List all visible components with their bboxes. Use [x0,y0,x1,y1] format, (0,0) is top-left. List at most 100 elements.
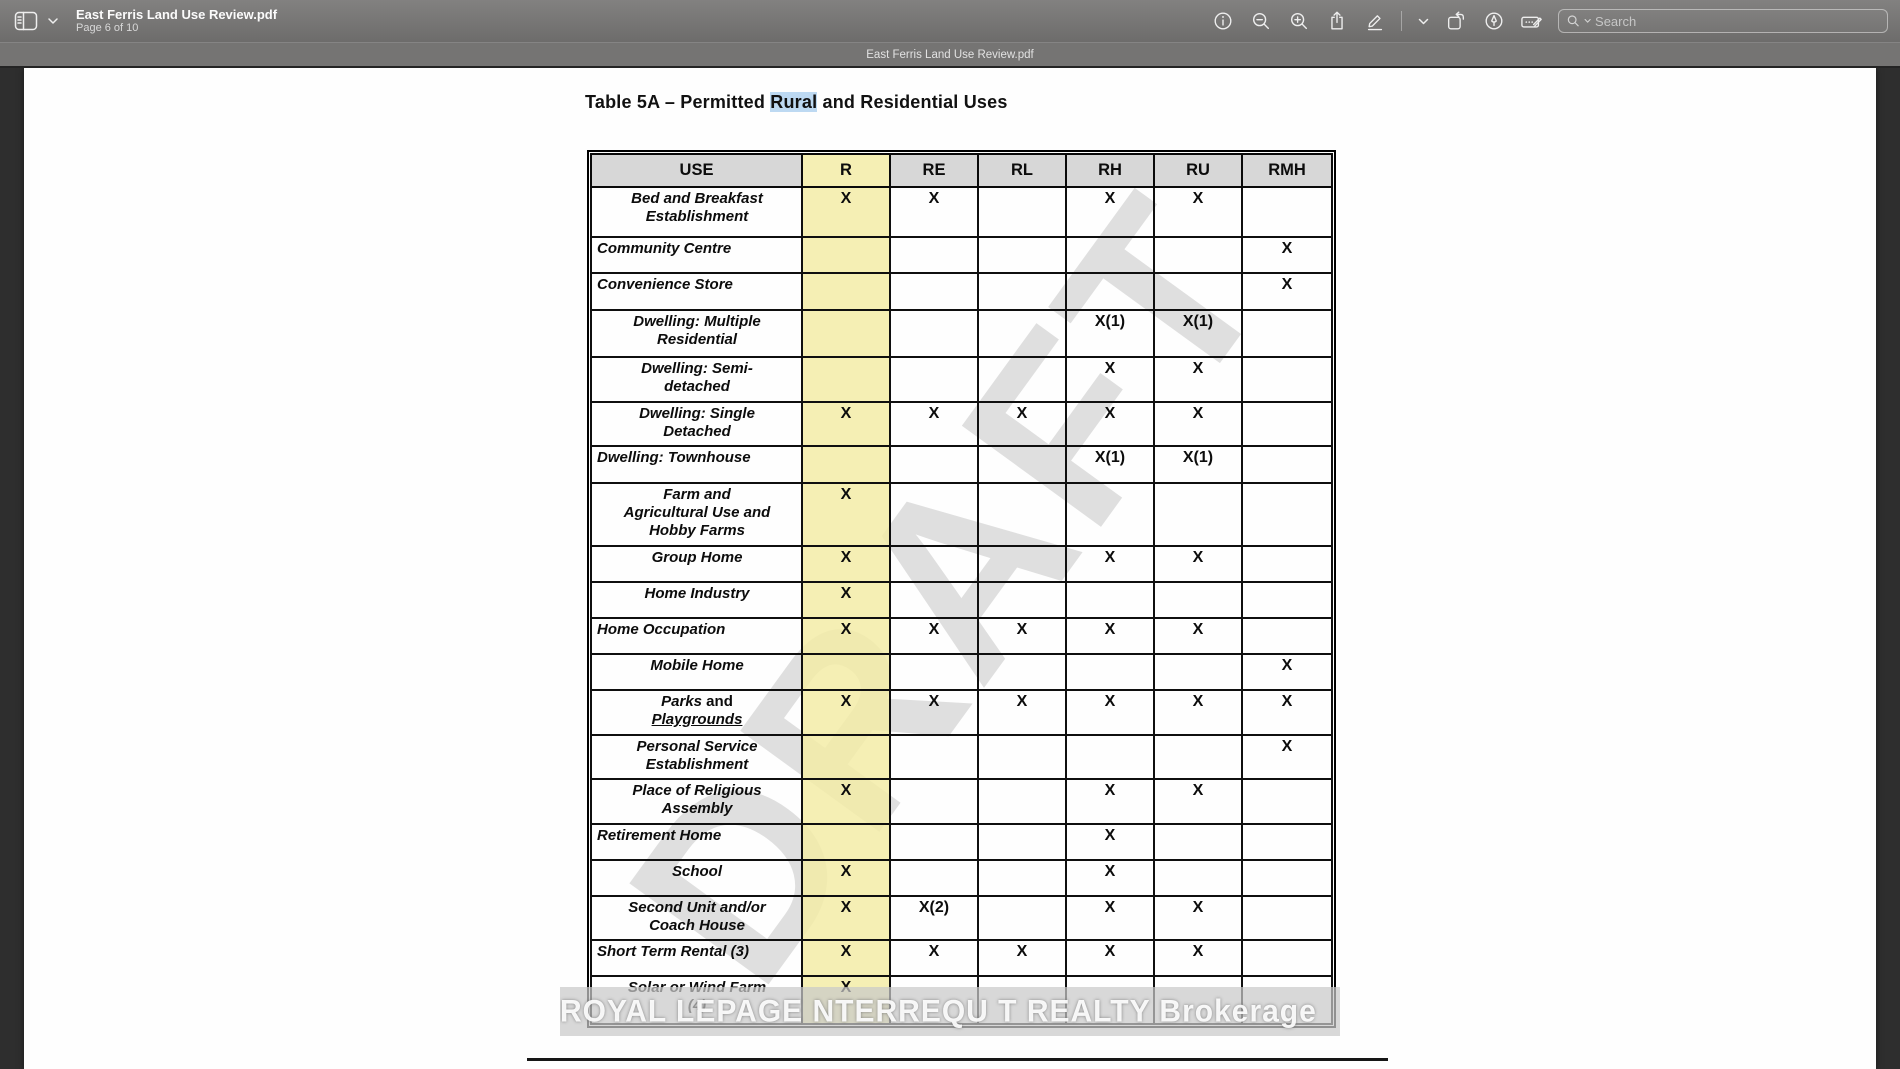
permission-cell-rh: X(1) [1065,445,1155,484]
permission-cell-rl [977,895,1067,941]
rotate-icon [1447,11,1465,30]
permission-cell-r: X [801,581,891,619]
table-row: Parks and Playgrounds X X X X X X [590,689,1333,736]
search-input[interactable] [1595,13,1879,29]
pdf-viewport[interactable]: DRAFT Table 5A – Permitted Rural and Res… [0,68,1900,1069]
permission-cell-r [801,309,891,358]
permission-cell-re [889,823,979,861]
permission-cell-rmh: X [1241,734,1333,780]
permission-cell-r: X [801,895,891,941]
filename-bar: East Ferris Land Use Review.pdf [0,42,1900,68]
chevron-down-icon [48,18,58,24]
table-row: Place of Religious Assembly X X X [590,778,1333,825]
filename-bar-label: East Ferris Land Use Review.pdf [866,48,1034,61]
zoom-in-icon [1290,12,1308,30]
permission-cell-rmh: X [1241,236,1333,274]
use-cell: Dwelling: Multiple Residential [590,309,803,358]
permission-cell-r: X [801,186,891,238]
sidebar-dropdown-button[interactable] [47,9,59,33]
use-cell: Parks and Playgrounds [590,689,803,736]
permission-cell-rl [977,272,1067,311]
highlight-button[interactable] [1482,9,1506,33]
permission-cell-r [801,734,891,780]
permission-cell-ru: X [1153,401,1243,447]
permission-cell-rl [977,778,1067,825]
page-indicator: Page 6 of 10 [76,22,139,34]
permission-cell-rmh [1241,859,1333,897]
pdf-page: DRAFT Table 5A – Permitted Rural and Res… [24,68,1876,1069]
search-icon [1567,15,1579,27]
use-cell: School [590,859,803,897]
share-button[interactable] [1325,9,1349,33]
permission-cell-rl: X [977,689,1067,736]
permission-cell-ru [1153,823,1243,861]
use-cell: Bed and Breakfast Establishment [590,186,803,238]
permission-cell-rmh [1241,895,1333,941]
permission-cell-rmh [1241,186,1333,238]
permission-cell-re [889,356,979,403]
permission-cell-re: X(2) [889,895,979,941]
use-cell: Personal Service Establishment [590,734,803,780]
permission-cell-rl [977,859,1067,897]
permission-cell-rh: X(1) [1065,309,1155,358]
permission-cell-ru: X [1153,939,1243,977]
markup-button[interactable] [1363,9,1387,33]
permission-cell-rmh: X [1241,272,1333,311]
highlight-pen-icon [1485,12,1503,30]
use-cell: Short Term Rental (3) [590,939,803,977]
permission-cell-rmh [1241,581,1333,619]
permission-cell-re: X [889,689,979,736]
use-cell: Retirement Home [590,823,803,861]
info-button[interactable] [1211,9,1235,33]
search-field[interactable] [1558,9,1888,33]
toolbar: East Ferris Land Use Review.pdf Page 6 o… [0,0,1900,42]
title-block: East Ferris Land Use Review.pdf Page 6 o… [76,7,277,35]
permission-cell-ru: X [1153,895,1243,941]
permission-cell-rl: X [977,617,1067,655]
permission-cell-rh: X [1065,939,1155,977]
permission-cell-rh [1065,734,1155,780]
permission-cell-rh: X [1065,186,1155,238]
permission-cell-rmh [1241,617,1333,655]
zoom-in-button[interactable] [1287,9,1311,33]
column-header-use: USE [590,153,803,188]
permission-cell-rmh [1241,823,1333,861]
column-header-re: RE [889,153,979,188]
permission-cell-rmh [1241,356,1333,403]
zoom-out-button[interactable] [1249,9,1273,33]
table-row: Dwelling: Semi-detached X X [590,356,1333,403]
table-row: Home Occupation X X X X X [590,617,1333,655]
permission-cell-rh [1065,653,1155,691]
permission-cell-rh: X [1065,689,1155,736]
permission-cell-ru: X(1) [1153,445,1243,484]
permission-cell-rl [977,445,1067,484]
markup-dropdown-button[interactable] [1416,9,1430,33]
permission-cell-ru: X [1153,356,1243,403]
permission-cell-r: X [801,401,891,447]
use-cell: Dwelling: Townhouse [590,445,803,484]
rotate-button[interactable] [1444,9,1468,33]
search-scope-chevron-icon [1584,18,1591,23]
toolbar-right [1211,0,1888,42]
permission-cell-rl [977,734,1067,780]
use-cell: Group Home [590,545,803,583]
zoom-out-icon [1252,12,1270,30]
permission-cell-rh: X [1065,401,1155,447]
permission-cell-ru [1153,653,1243,691]
brokerage-watermark-banner: ROYAL LEPAGE NTERREQU T REALTY Brokerage [560,987,1340,1036]
sidebar-toggle-button[interactable] [14,9,38,33]
column-header-rl: RL [977,153,1067,188]
permission-cell-re [889,859,979,897]
permission-cell-rl [977,581,1067,619]
table-row: Group Home X X X [590,545,1333,583]
brokerage-watermark-text: ROYAL LEPAGE NTERREQU T REALTY Brokerage [560,993,1317,1029]
permission-cell-r: X [801,689,891,736]
permission-cell-rl [977,236,1067,274]
permission-cell-ru [1153,859,1243,897]
table-row: Mobile Home X [590,653,1333,691]
use-cell: Community Centre [590,236,803,274]
fill-sign-button[interactable] [1520,9,1544,33]
column-header-rh: RH [1065,153,1155,188]
permission-cell-ru [1153,236,1243,274]
column-header-rmh: RMH [1241,153,1333,188]
